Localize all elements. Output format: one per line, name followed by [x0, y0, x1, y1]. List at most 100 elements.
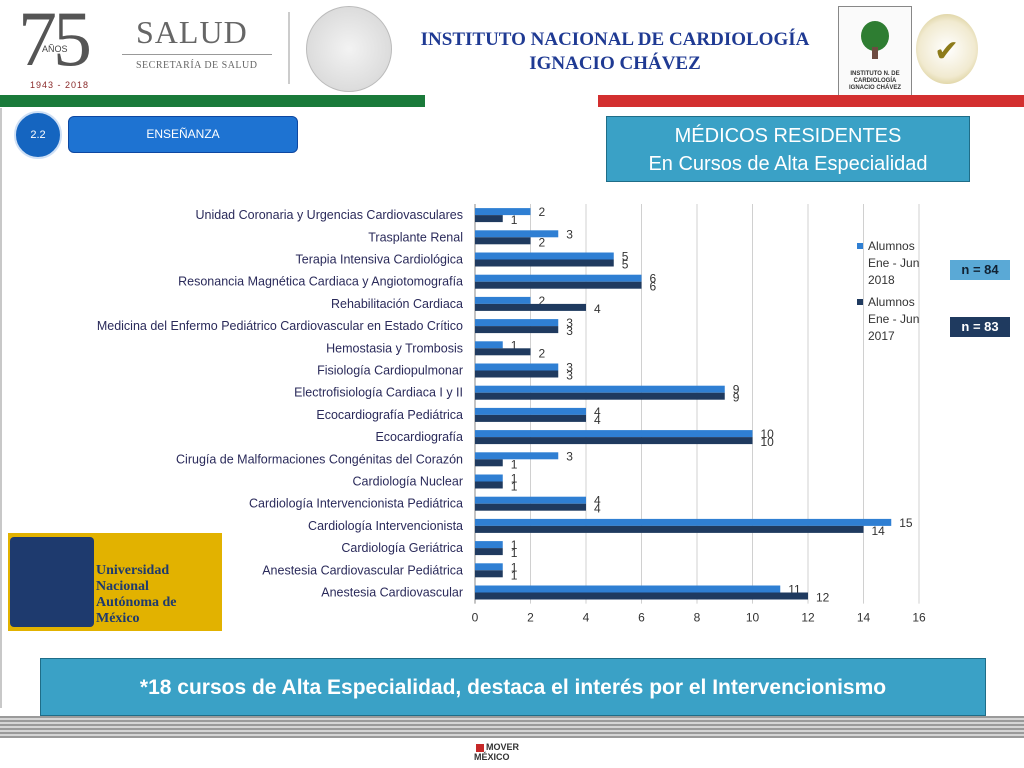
- legend-swatch: [857, 243, 863, 249]
- slide-title-line2: En Cursos de Alta Especialidad: [648, 153, 928, 175]
- bar-2017: [475, 481, 503, 489]
- category-label: Cardiología Intervencionista Pediátrica: [249, 497, 463, 511]
- tree-trunk: [872, 47, 878, 59]
- category-label: Cardiología Nuclear: [353, 475, 463, 489]
- data-label: 2: [539, 205, 546, 219]
- data-label: 2: [539, 346, 546, 360]
- data-label: 1: [511, 546, 518, 560]
- unam-logo: Universidad Nacional Autónoma de México: [8, 533, 222, 631]
- category-label: Cardiología Intervencionista: [308, 519, 463, 533]
- data-label: 4: [594, 405, 601, 419]
- bar-2017: [475, 259, 614, 267]
- data-label: 3: [566, 227, 573, 241]
- footer-message: *18 cursos de Alta Especialidad, destaca…: [40, 658, 986, 716]
- section-label: ENSEÑANZA: [68, 116, 298, 153]
- left-edge-line: [0, 108, 2, 708]
- mexico-seal-icon: [306, 6, 392, 92]
- category-label: Rehabilitación Cardiaca: [331, 297, 463, 311]
- bar-2018: [475, 385, 725, 393]
- unam-crest-icon: [10, 537, 94, 627]
- certification-logo: ✔: [916, 14, 978, 84]
- category-label: Resonancia Magnética Cardiaca y Angiotom…: [178, 275, 463, 289]
- x-tick-label: 0: [472, 611, 479, 625]
- bar-2017: [475, 326, 559, 334]
- bar-2017: [475, 303, 586, 311]
- bar-2018: [475, 563, 503, 571]
- legend-label: Ene - Jun: [868, 312, 919, 326]
- bottom-band: [0, 716, 1024, 738]
- x-tick-label: 12: [801, 611, 815, 625]
- unam-name-line2: Autónoma de México: [96, 595, 177, 626]
- data-label: 1: [511, 338, 518, 352]
- data-label: 5: [622, 258, 629, 272]
- bar-2018: [475, 452, 559, 460]
- data-label: 14: [872, 524, 886, 538]
- bar-2017: [475, 437, 753, 445]
- bar-2018: [475, 363, 559, 371]
- category-label: Anestesia Cardiovascular Pediátrica: [262, 563, 463, 577]
- bar-2017: [475, 215, 503, 223]
- bar-2017: [475, 392, 725, 400]
- bar-2017: [475, 237, 531, 245]
- bar-2018: [475, 585, 781, 593]
- data-label: 9: [733, 391, 740, 405]
- data-label: 5: [622, 250, 629, 264]
- bar-2018: [475, 230, 559, 238]
- bar-2017: [475, 459, 503, 467]
- data-label: 1: [511, 568, 518, 582]
- slide-title-box: MÉDICOS RESIDENTES En Cursos de Alta Esp…: [606, 116, 970, 182]
- data-label: 10: [761, 427, 775, 441]
- bar-2018: [475, 474, 503, 482]
- legend-label: Ene - Jun: [868, 256, 919, 270]
- bar-2017: [475, 525, 864, 533]
- category-label: Fisiología Cardiopulmonar: [317, 364, 463, 378]
- category-label: Anestesia Cardiovascular: [321, 586, 463, 600]
- unam-name-line1: Universidad Nacional: [96, 563, 170, 594]
- salud-subtitle: SECRETARÍA DE SALUD: [136, 60, 258, 71]
- mover-mexico-text: MOVER MÉXICO: [474, 742, 520, 762]
- mover-mexico-logo: MOVER MÉXICO: [474, 742, 554, 762]
- category-label: Trasplante Renal: [368, 230, 463, 244]
- salud-logo: SALUD SECRETARÍA DE SALUD: [122, 14, 272, 84]
- data-label: 2: [539, 294, 546, 308]
- bar-2017: [475, 570, 503, 578]
- bar-2018: [475, 319, 559, 327]
- category-label: Cardiología Geriátrica: [341, 541, 463, 555]
- bar-2017: [475, 592, 808, 600]
- header-divider: [288, 12, 290, 84]
- red-stripe: [598, 95, 1024, 107]
- salud-divider: [122, 54, 272, 55]
- bar-2017: [475, 548, 503, 556]
- institute-logo: INSTITUTO N. DE CARDIOLOGÍA IGNACIO CHÁV…: [838, 6, 912, 96]
- category-label: Unidad Coronaria y Urgencias Cardiovascu…: [196, 208, 464, 222]
- data-label: 1: [511, 560, 518, 574]
- data-label: 10: [761, 435, 775, 449]
- legend-label: 2017: [868, 329, 895, 343]
- anniversary-logo: 75 AÑOS 1943 - 2018: [18, 0, 108, 92]
- data-label: 2: [539, 235, 546, 249]
- total-2018-badge: n = 84: [950, 260, 1010, 280]
- slide-title-line1: MÉDICOS RESIDENTES: [674, 125, 902, 147]
- section-number-badge: 2.2: [14, 111, 62, 159]
- data-label: 3: [566, 316, 573, 330]
- data-label: 1: [511, 213, 518, 227]
- bar-2018: [475, 341, 503, 349]
- data-label: 3: [566, 369, 573, 383]
- legend-label: 2018: [868, 273, 895, 287]
- x-tick-label: 14: [857, 611, 871, 625]
- bar-2018: [475, 252, 614, 260]
- x-tick-label: 10: [746, 611, 760, 625]
- data-label: 6: [650, 280, 657, 294]
- bar-2017: [475, 370, 559, 378]
- data-label: 3: [566, 361, 573, 375]
- data-label: 3: [566, 324, 573, 338]
- data-label: 6: [650, 272, 657, 286]
- data-label: 4: [594, 413, 601, 427]
- unam-name: Universidad Nacional Autónoma de México: [96, 563, 220, 627]
- institute-title-line1: INSTITUTO NACIONAL DE CARDIOLOGÍA: [420, 29, 810, 50]
- legend-label: Alumnos: [868, 239, 915, 253]
- data-label: 9: [733, 383, 740, 397]
- bar-2018: [475, 274, 642, 282]
- bar-2017: [475, 281, 642, 289]
